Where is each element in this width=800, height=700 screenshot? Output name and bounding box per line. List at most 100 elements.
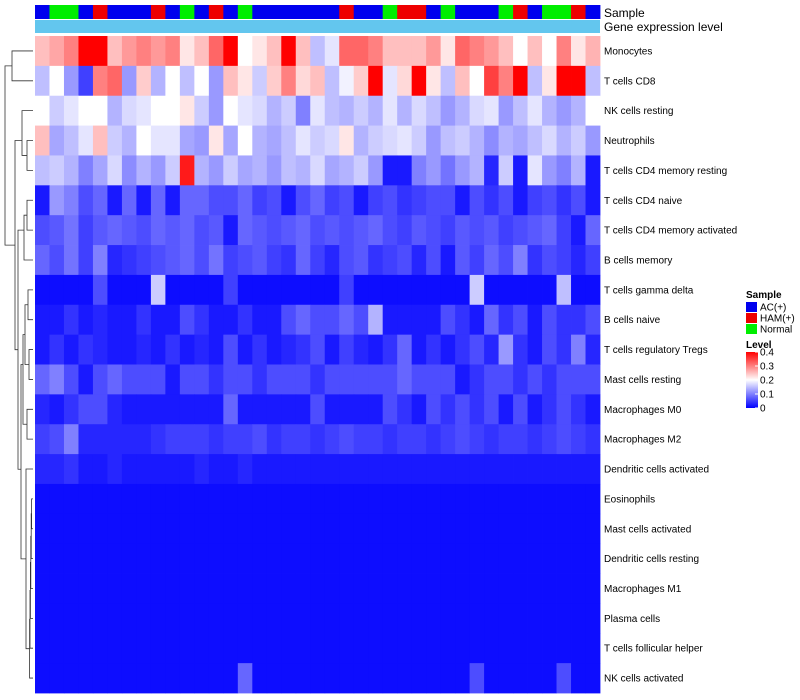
heatmap-cell (49, 65, 65, 97)
heatmap-cell (411, 543, 427, 574)
heatmap-cell (35, 245, 50, 276)
heatmap-cell (49, 125, 65, 156)
heatmap-cell (295, 364, 311, 395)
heatmap-cell (339, 364, 355, 395)
heatmap-cell (571, 603, 586, 634)
heatmap-cell (107, 454, 123, 485)
heatmap-cell (165, 65, 181, 97)
heatmap-cell (455, 663, 471, 694)
dendrogram-branch (23, 214, 33, 261)
heatmap-cell (266, 483, 282, 515)
heatmap-cell (368, 155, 384, 186)
heatmap-cell (35, 185, 50, 216)
heatmap-cell (136, 483, 152, 515)
heatmap-cell (353, 125, 369, 156)
heatmap-cell (411, 215, 427, 246)
heatmap-cell (324, 245, 340, 276)
heatmap-cell (556, 95, 572, 126)
heatmap-cell (165, 185, 181, 216)
heatmap-cell (92, 215, 108, 246)
sample-annotation-cell (426, 5, 442, 19)
heatmap-cell (121, 274, 137, 306)
heatmap-cell (339, 454, 355, 485)
dendrogram-branch (28, 349, 33, 380)
sample-annotation-cell (498, 5, 514, 19)
heatmap-cell (455, 215, 471, 246)
heatmap-cell (63, 424, 79, 455)
heatmap-cell (150, 454, 166, 485)
heatmap-cell (571, 543, 586, 574)
heatmap-cell (223, 424, 239, 455)
heatmap-cell (223, 304, 239, 336)
sample-annotation-cell (513, 5, 528, 19)
heatmap-cell (527, 334, 543, 365)
heatmap-cell (92, 304, 108, 336)
heatmap-cell (382, 215, 398, 246)
heatmap-cell (571, 245, 586, 276)
heatmap-cell (484, 483, 499, 515)
heatmap-cell (440, 155, 456, 186)
heatmap-cell (513, 245, 528, 276)
heatmap-cell (63, 364, 79, 395)
sample-annotation-cell (252, 5, 268, 19)
heatmap-cell (49, 603, 65, 634)
sample-annotation-cell (136, 5, 152, 19)
heatmap-cell (237, 274, 253, 306)
heatmap-cell (368, 36, 384, 67)
sample-annotation-cell (310, 5, 326, 19)
heatmap-cell (382, 483, 398, 515)
heatmap-cell (527, 245, 543, 276)
heatmap-cell (208, 543, 224, 574)
heatmap-cell (310, 334, 326, 365)
heatmap-cell (440, 454, 456, 485)
heatmap-cell (484, 364, 499, 395)
heatmap-cell (63, 304, 79, 336)
heatmap-cell (440, 245, 456, 276)
sample-annotation-cell (63, 5, 79, 19)
heatmap-cell (295, 65, 311, 97)
heatmap-cell (208, 364, 224, 395)
sample-annotation-cell (237, 5, 253, 19)
heatmap-cell (63, 36, 79, 67)
heatmap-cell (324, 185, 340, 216)
heatmap-cell (455, 424, 471, 455)
heatmap-cell (266, 424, 282, 455)
heatmap-cell (498, 483, 514, 515)
heatmap-cell (469, 304, 485, 336)
sample-annotation-label: Sample (604, 6, 645, 20)
expression-annotation-bar (35, 20, 600, 33)
heatmap-cell (179, 483, 195, 515)
heatmap-cell (542, 454, 557, 485)
heatmap-cell (223, 603, 239, 634)
heatmap-cell (310, 663, 326, 694)
heatmap-cell (339, 543, 355, 574)
heatmap-cell (324, 483, 340, 515)
legend-level-tick-label: 0.1 (760, 390, 774, 401)
heatmap-cell (498, 573, 514, 604)
heatmap-cell (571, 304, 586, 336)
heatmap-cell (498, 394, 514, 425)
heatmap-cell (107, 364, 123, 395)
heatmap-cell (513, 274, 528, 306)
heatmap-cell (252, 274, 268, 306)
heatmap-cell (179, 65, 195, 97)
heatmap-cell (49, 483, 65, 515)
heatmap-cell (324, 454, 340, 485)
heatmap-cell (179, 663, 195, 694)
heatmap-cell (35, 364, 50, 395)
heatmap-cell (310, 424, 326, 455)
heatmap-cell (382, 573, 398, 604)
heatmap-cell (237, 424, 253, 455)
heatmap-cell (266, 573, 282, 604)
heatmap-cell (585, 125, 601, 156)
heatmap-cell (78, 215, 94, 246)
legend-level-tick-label: 0.3 (760, 362, 774, 373)
sample-annotation-cell (194, 5, 210, 19)
legend-swatch (746, 324, 757, 334)
heatmap-cell (136, 603, 152, 634)
heatmap-cell (237, 185, 253, 216)
sample-annotation-cell (542, 5, 557, 19)
heatmap-cell (368, 304, 384, 336)
heatmap-cell (223, 36, 239, 67)
heatmap-cell (571, 454, 586, 485)
